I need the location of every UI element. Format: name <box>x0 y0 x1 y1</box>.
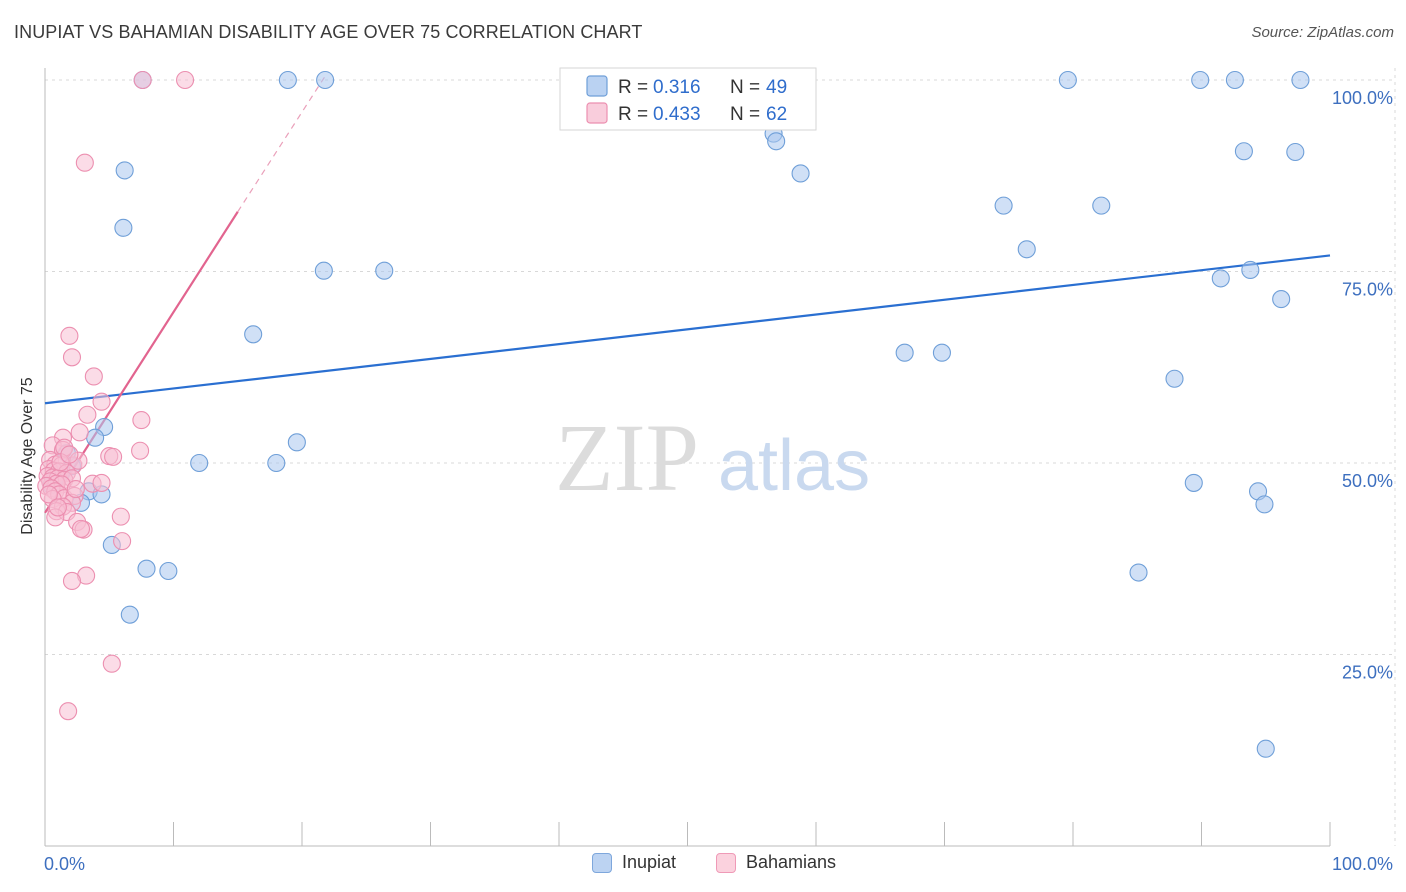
legend-r-label: R = <box>618 77 648 98</box>
inupiat-point <box>1286 142 1305 162</box>
inupiat-point <box>190 453 209 473</box>
inupiat-point <box>1272 290 1291 309</box>
inupiat-point <box>1092 196 1111 215</box>
inupiat-point <box>1211 269 1230 288</box>
bahamians-point <box>71 519 91 538</box>
bahamians-point <box>48 498 67 517</box>
x-tick-label: 100.0% <box>1332 854 1393 874</box>
inupiat-point <box>1291 70 1310 90</box>
inupiat-point <box>1255 495 1274 514</box>
bahamians-point <box>39 485 58 504</box>
inupiat-trend-line <box>44 254 1331 405</box>
bahamians-trend-extension <box>237 75 326 213</box>
bahamians-point <box>60 445 79 464</box>
inupiat-point <box>1058 70 1077 90</box>
inupiat-point <box>1017 240 1036 259</box>
bahamians-point <box>102 654 121 673</box>
legend-r-value: 0.316 <box>653 77 701 98</box>
legend-n-value: 49 <box>766 77 787 98</box>
inupiat-point <box>137 559 156 578</box>
bahamians-point <box>111 507 130 526</box>
x-tick-label: 0.0% <box>44 854 85 874</box>
y-tick-label: 25.0% <box>1342 663 1393 683</box>
inupiat-point <box>791 164 810 183</box>
chart-title: INUPIAT VS BAHAMIAN DISABILITY AGE OVER … <box>14 22 643 42</box>
bahamians-point <box>92 473 111 492</box>
inupiat-point <box>994 196 1013 215</box>
bahamians-point <box>60 326 79 345</box>
y-tick-label: 100.0% <box>1332 88 1393 108</box>
inupiat-point <box>1184 473 1203 492</box>
bahamians-point <box>131 441 150 460</box>
inupiat-point <box>895 343 914 362</box>
inupiat-point <box>159 561 178 581</box>
inupiat-point <box>316 70 335 90</box>
legend-label-inupiat: Inupiat <box>622 852 677 872</box>
legend-n-label: N = <box>730 77 760 98</box>
legend-swatch-bahamians <box>586 102 608 124</box>
tick-labels: 25.0% 50.0% 75.0% 100.0% 0.0% 100.0% <box>44 88 1393 874</box>
inupiat-point <box>1225 70 1244 90</box>
legend-item-inupiat: Inupiat <box>592 852 676 873</box>
legend-n-label: N = <box>730 104 760 125</box>
bahamians-point <box>132 411 151 430</box>
bahamians-swatch <box>716 852 736 873</box>
watermark: ZIP atlas <box>555 404 870 511</box>
inupiat-point <box>278 70 297 90</box>
legend-swatch-inupiat <box>586 75 608 97</box>
bahamians-point <box>70 423 89 442</box>
y-tick-label: 50.0% <box>1342 471 1393 491</box>
inupiat-point <box>1234 142 1253 161</box>
bahamians-point <box>113 532 132 551</box>
inupiat-point <box>86 428 105 447</box>
bahamians-point <box>75 153 94 172</box>
legend-n-value: 62 <box>766 104 787 125</box>
inupiat-point <box>244 325 263 344</box>
watermark-zip: ZIP <box>555 404 699 511</box>
bahamians-point <box>84 367 103 386</box>
legend-r-label: R = <box>618 104 648 125</box>
data-points <box>37 70 1310 758</box>
y-tick-label: 75.0% <box>1342 280 1393 300</box>
bahamians-point <box>133 70 152 90</box>
inupiat-point <box>314 261 333 280</box>
bahamians-point <box>92 392 111 411</box>
legend-r-value: 0.433 <box>653 104 701 125</box>
bahamians-point <box>104 447 123 466</box>
bahamians-point <box>176 70 195 90</box>
inupiat-point <box>1256 739 1275 758</box>
bahamians-point <box>62 571 82 591</box>
legend-top: R = 0.316 N = 49 R = 0.433 N = 62 <box>559 67 817 131</box>
inupiat-point <box>1129 563 1148 582</box>
inupiat-point <box>1165 369 1184 388</box>
inupiat-point <box>287 433 306 452</box>
legend-label-bahamians: Bahamians <box>746 852 837 872</box>
watermark-atlas: atlas <box>718 426 870 506</box>
inupiat-point <box>375 261 394 280</box>
bahamians-point <box>62 348 82 367</box>
source-label: Source: ZipAtlas.com <box>1251 24 1394 41</box>
inupiat-point <box>120 605 139 624</box>
inupiat-point <box>767 132 786 151</box>
legend-item-bahamians: Bahamians <box>716 852 836 873</box>
bahamians-point <box>78 405 97 424</box>
inupiat-point <box>1241 260 1260 280</box>
inupiat-point <box>1191 70 1210 90</box>
inupiat-point <box>932 343 951 362</box>
inupiat-point <box>114 218 133 237</box>
inupiat-point <box>267 453 286 473</box>
inupiat-point <box>115 161 134 180</box>
bahamians-point <box>59 702 78 721</box>
inupiat-swatch <box>592 852 612 873</box>
bahamians-point <box>66 479 85 499</box>
legend-bottom: Inupiat Bahamians <box>0 852 1406 876</box>
